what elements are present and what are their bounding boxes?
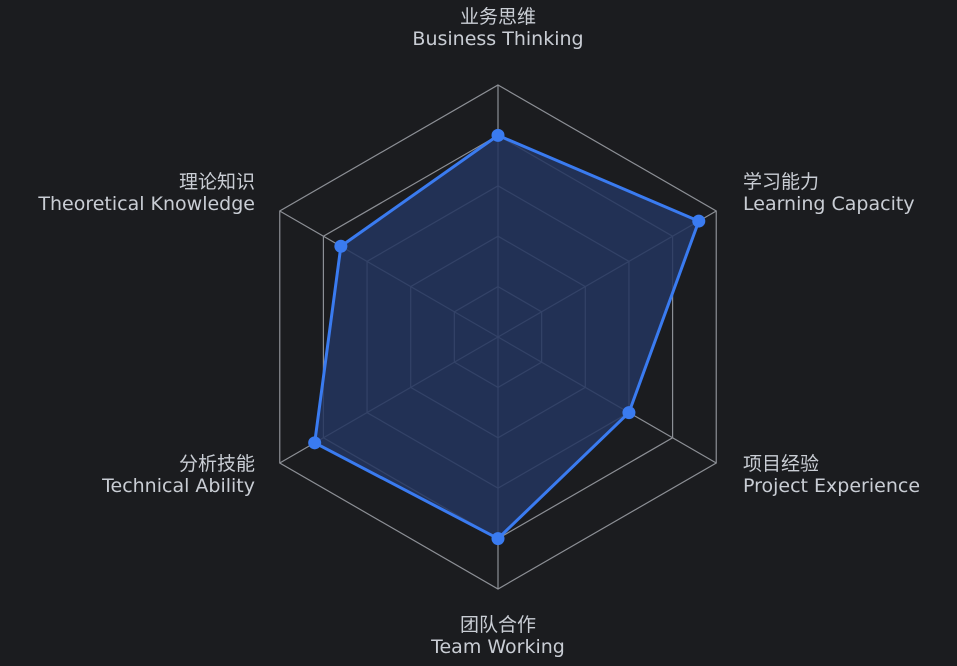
data-point [334,239,348,253]
indicator-label-en: Project Experience [743,475,921,497]
indicator-label-cn: 分析技能 [178,453,255,475]
indicator-label-en: Learning Capacity [743,193,915,215]
indicator-label-en: Technical Ability [102,475,255,497]
indicator-label-team-working: 团队合作 Team Working [431,614,565,658]
indicator-label-en: Business Thinking [412,28,584,50]
indicator-label-technical-ability: 分析技能 Technical Ability [102,453,255,497]
data-point [491,532,505,546]
indicator-label-en: Theoretical Knowledge [38,193,255,215]
indicator-label-cn: 理论知识 [178,171,255,193]
data-point [308,436,322,450]
indicator-label-theoretical-knowledge: 理论知识 Theoretical Knowledge [38,171,255,215]
indicator-label-project-experience: 项目经验 Project Experience [743,453,920,497]
indicator-label-cn: 项目经验 [743,453,820,475]
data-point [692,214,706,228]
data-point [622,406,636,420]
indicator-label-cn: 学习能力 [743,171,820,193]
indicator-label-cn: 团队合作 [459,614,537,636]
indicator-label-learning-capacity: 学习能力 Learning Capacity [743,171,915,215]
radar-series [308,128,706,546]
data-point [491,128,505,142]
indicator-label-business-thinking: 业务思维 Business Thinking [412,6,583,50]
indicator-label-cn: 业务思维 [459,6,536,28]
indicator-label-en: Team Working [431,636,565,658]
